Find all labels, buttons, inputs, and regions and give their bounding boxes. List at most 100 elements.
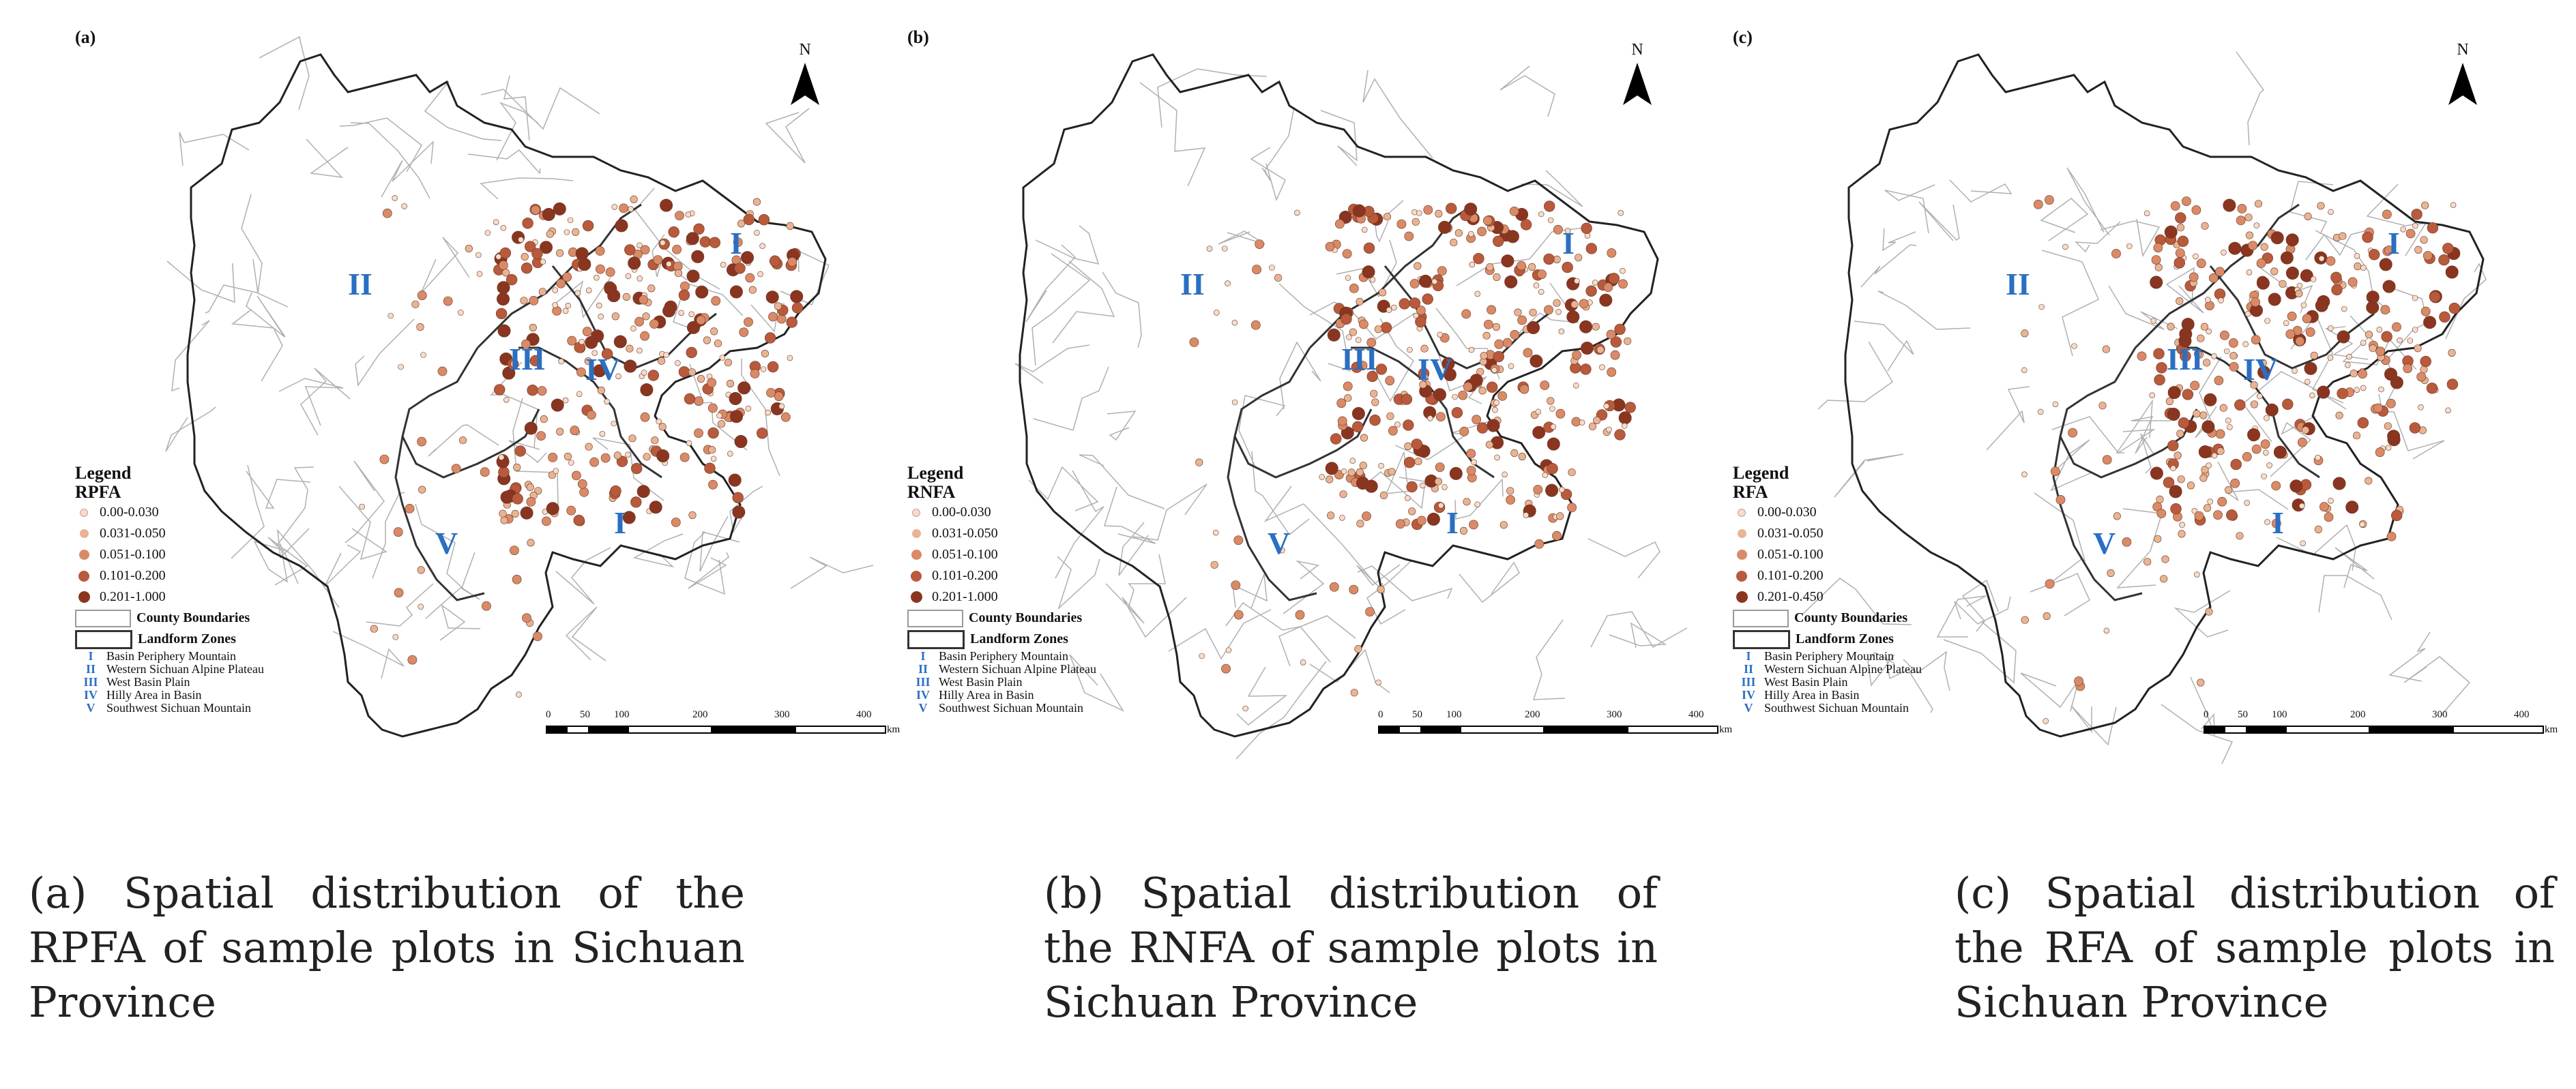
map-legend: Legend RPFA 0.00-0.030 0.031-0.050 0.051…	[75, 464, 375, 715]
sample-plot-dot	[1510, 329, 1520, 340]
sample-plot-dot	[1401, 393, 1413, 405]
sample-plot-dot	[1618, 279, 1628, 289]
county-boundary	[1118, 522, 1149, 576]
map-panel-b: (b) N II I III IV I V Legend RNFA 0.00-0…	[907, 27, 1732, 764]
sample-plot-dot	[708, 479, 718, 490]
sample-plot-dot	[2295, 290, 2303, 298]
sample-plot-dot	[1378, 462, 1384, 469]
sample-plot-dot	[551, 398, 564, 412]
zone-row-3: III West Basin Plain	[75, 676, 375, 689]
sample-plot-dot	[597, 386, 606, 395]
sample-plot-dot	[1542, 472, 1549, 479]
sample-plot-dot	[2271, 481, 2281, 491]
sample-plot-dot	[2216, 447, 2225, 456]
class-1-dot-icon	[80, 508, 88, 517]
sample-plot-dot	[1580, 363, 1592, 375]
sample-plot-dot	[628, 434, 636, 443]
sample-plot-dot	[1363, 242, 1375, 254]
sample-plot-dot	[649, 319, 659, 329]
zone-label-I-north: I	[2388, 226, 2400, 260]
north-arrow-icon	[2448, 63, 2477, 105]
sample-plot-dot	[1404, 231, 1414, 241]
sample-plot-dot	[2448, 348, 2456, 357]
sample-plot-dot	[2324, 512, 2334, 522]
north-letter: N	[799, 41, 811, 59]
sample-plot-dot	[540, 258, 546, 265]
sample-plot-dot	[533, 631, 542, 642]
county-boundary	[205, 284, 289, 314]
sample-plot-dot	[656, 449, 670, 462]
zone-label-V: V	[2093, 526, 2116, 561]
sample-plot-dot	[765, 409, 772, 416]
zone-name: Southwest Sichuan Mountain	[1764, 701, 1909, 715]
sample-plot-dot	[382, 208, 392, 218]
scale-tick: 300	[2432, 709, 2448, 720]
county-boundary	[278, 378, 344, 426]
sample-plot-dot	[1493, 273, 1501, 282]
sample-plot-dot	[764, 332, 776, 344]
sample-plot-dot	[719, 355, 726, 361]
county-boundary	[2276, 524, 2356, 571]
class-2-dot-icon	[1737, 529, 1746, 538]
sample-plot-dot	[553, 468, 559, 474]
sample-plot-dot	[513, 463, 521, 472]
scale-tick: 400	[2514, 709, 2530, 720]
county-boundary	[1918, 201, 1960, 241]
sample-plot-dot	[604, 398, 610, 405]
county-boundary	[729, 486, 763, 534]
scale-tick: 0	[546, 709, 551, 720]
sample-plot-dot	[640, 412, 650, 422]
sample-plot-dot	[611, 312, 619, 320]
sample-plot-dot	[1329, 582, 1339, 592]
county-boundary	[2070, 705, 2117, 746]
sample-plot-dot	[672, 244, 682, 254]
sample-plot-dot	[2346, 353, 2352, 360]
county-boundary	[765, 108, 810, 164]
sample-plot-dot	[565, 302, 572, 309]
sample-plot-dot	[651, 436, 659, 445]
sample-plot-dot	[1330, 433, 1342, 445]
county-boundary	[246, 471, 311, 509]
sample-plot-dot	[2300, 302, 2307, 308]
sample-plot-dot	[2151, 255, 2161, 265]
county-boundary	[496, 102, 539, 161]
sample-plot-dot	[595, 246, 605, 256]
county-boundary	[1368, 471, 1426, 509]
zone-num: IV	[1741, 688, 1755, 702]
sample-plot-dot	[562, 308, 569, 314]
legend-class-5: 0.201-1.000	[907, 586, 1208, 608]
sample-plot-dot	[1406, 481, 1418, 493]
class-5-dot-icon	[910, 591, 922, 603]
sample-plot-dot	[2448, 302, 2461, 314]
sample-plot-dot	[2282, 398, 2294, 410]
legend-landform: Landform Zones	[1733, 629, 2033, 650]
county-boundary	[1886, 656, 1933, 713]
sample-plot-dot	[2271, 518, 2281, 528]
sample-plot-dot	[2380, 305, 2390, 315]
sample-plot-dot	[2223, 198, 2236, 212]
north-arrow: N	[788, 41, 822, 116]
sample-plot-dot	[567, 335, 577, 346]
class-4-label: 0.101-0.200	[1757, 568, 1824, 583]
sample-plot-dot	[1335, 219, 1345, 229]
sample-plot-dot	[711, 296, 721, 306]
county-boundary	[1079, 454, 1165, 509]
sample-plot-dot	[2268, 293, 2281, 306]
sample-plot-dot	[1474, 501, 1480, 508]
sample-plot-dot	[1231, 399, 1238, 406]
sample-plot-dot	[2193, 571, 2200, 578]
sample-plot-dot	[2213, 510, 2223, 520]
sample-plot-dot	[1566, 310, 1580, 324]
sample-plot-dot	[1624, 337, 1632, 345]
sample-plot-dot	[630, 462, 643, 475]
sample-plot-dot	[2150, 275, 2163, 289]
zone-num: III	[1741, 675, 1756, 689]
north-arrow: N	[2446, 41, 2480, 116]
sample-plot-dot	[1454, 229, 1463, 237]
sample-plot-dot	[1419, 381, 1427, 389]
sample-plot-dot	[2253, 222, 2260, 228]
scale-tick: 50	[2238, 709, 2248, 720]
scale-tick: 400	[856, 709, 872, 720]
sample-plot-dot	[2174, 257, 2185, 269]
sample-plot-dot	[626, 344, 634, 353]
